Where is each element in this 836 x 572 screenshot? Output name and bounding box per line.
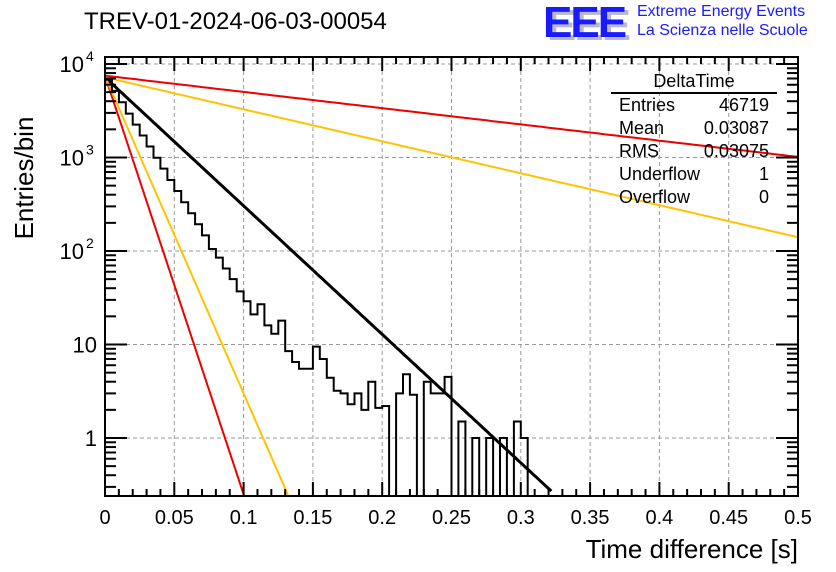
curve-red-shallow bbox=[104, 74, 799, 158]
curve-yellow-shallow bbox=[104, 76, 799, 239]
x-tick-label: 0.5 bbox=[784, 507, 812, 529]
y-tick-label: 10 bbox=[60, 52, 84, 77]
x-tick-label: 0.2 bbox=[368, 507, 396, 529]
stats-row-rms: RMS 0.03075 bbox=[619, 141, 769, 161]
curve-yellow-steep bbox=[104, 75, 289, 496]
logo-line-1: Extreme Energy Events bbox=[637, 3, 806, 20]
x-tick-label: 0.05 bbox=[155, 507, 194, 529]
curve-fit bbox=[103, 76, 553, 493]
x-tick-label: 0.4 bbox=[645, 507, 673, 529]
stats-box: DeltaTime Entries 46719 Mean 0.03087 RMS 0.… bbox=[611, 70, 777, 209]
curve-red-steep bbox=[104, 75, 250, 497]
y-tick-exponent: 3 bbox=[86, 142, 94, 158]
y-tick-label: 10 bbox=[60, 146, 84, 171]
y-tick-exponent: 2 bbox=[86, 235, 94, 251]
x-tick-label: 0.15 bbox=[293, 507, 332, 529]
x-axis: 0 0.05 0.1 0.15 0.2 0.25 0.3 0.35 0.4 0.45 0.5 bbox=[99, 57, 812, 529]
x-tick-label: 0 bbox=[99, 507, 110, 529]
stats-row-overflow: Overflow 0 bbox=[619, 187, 769, 207]
x-tick-label: 0.25 bbox=[432, 507, 471, 529]
x-tick-label: 0.1 bbox=[230, 507, 258, 529]
y-tick-label: 10 bbox=[73, 333, 97, 358]
stats-row-mean: Mean 0.03087 bbox=[619, 118, 769, 138]
y-tick-exponent: 4 bbox=[86, 48, 94, 64]
logo-mark: EEE bbox=[543, 0, 627, 47]
logo-line-2: La Scienza nelle Scuole bbox=[637, 22, 808, 39]
y-tick-label: 10 bbox=[60, 239, 84, 264]
x-axis-label: Time difference [s] bbox=[586, 534, 798, 564]
x-tick-label: 0.35 bbox=[571, 507, 610, 529]
y-axis-label: Entries/bin bbox=[9, 117, 39, 240]
stats-row-underflow: Underflow 1 bbox=[619, 164, 769, 184]
x-tick-label: 0.45 bbox=[709, 507, 748, 529]
y-tick-label: 1 bbox=[85, 426, 97, 451]
fit-curves bbox=[103, 74, 799, 497]
stats-title: DeltaTime bbox=[611, 70, 777, 94]
x-tick-label: 0.3 bbox=[507, 507, 535, 529]
stats-row-entries: Entries 46719 bbox=[619, 95, 769, 115]
chart-title: TREV-01-2024-06-03-00054 bbox=[84, 8, 387, 35]
